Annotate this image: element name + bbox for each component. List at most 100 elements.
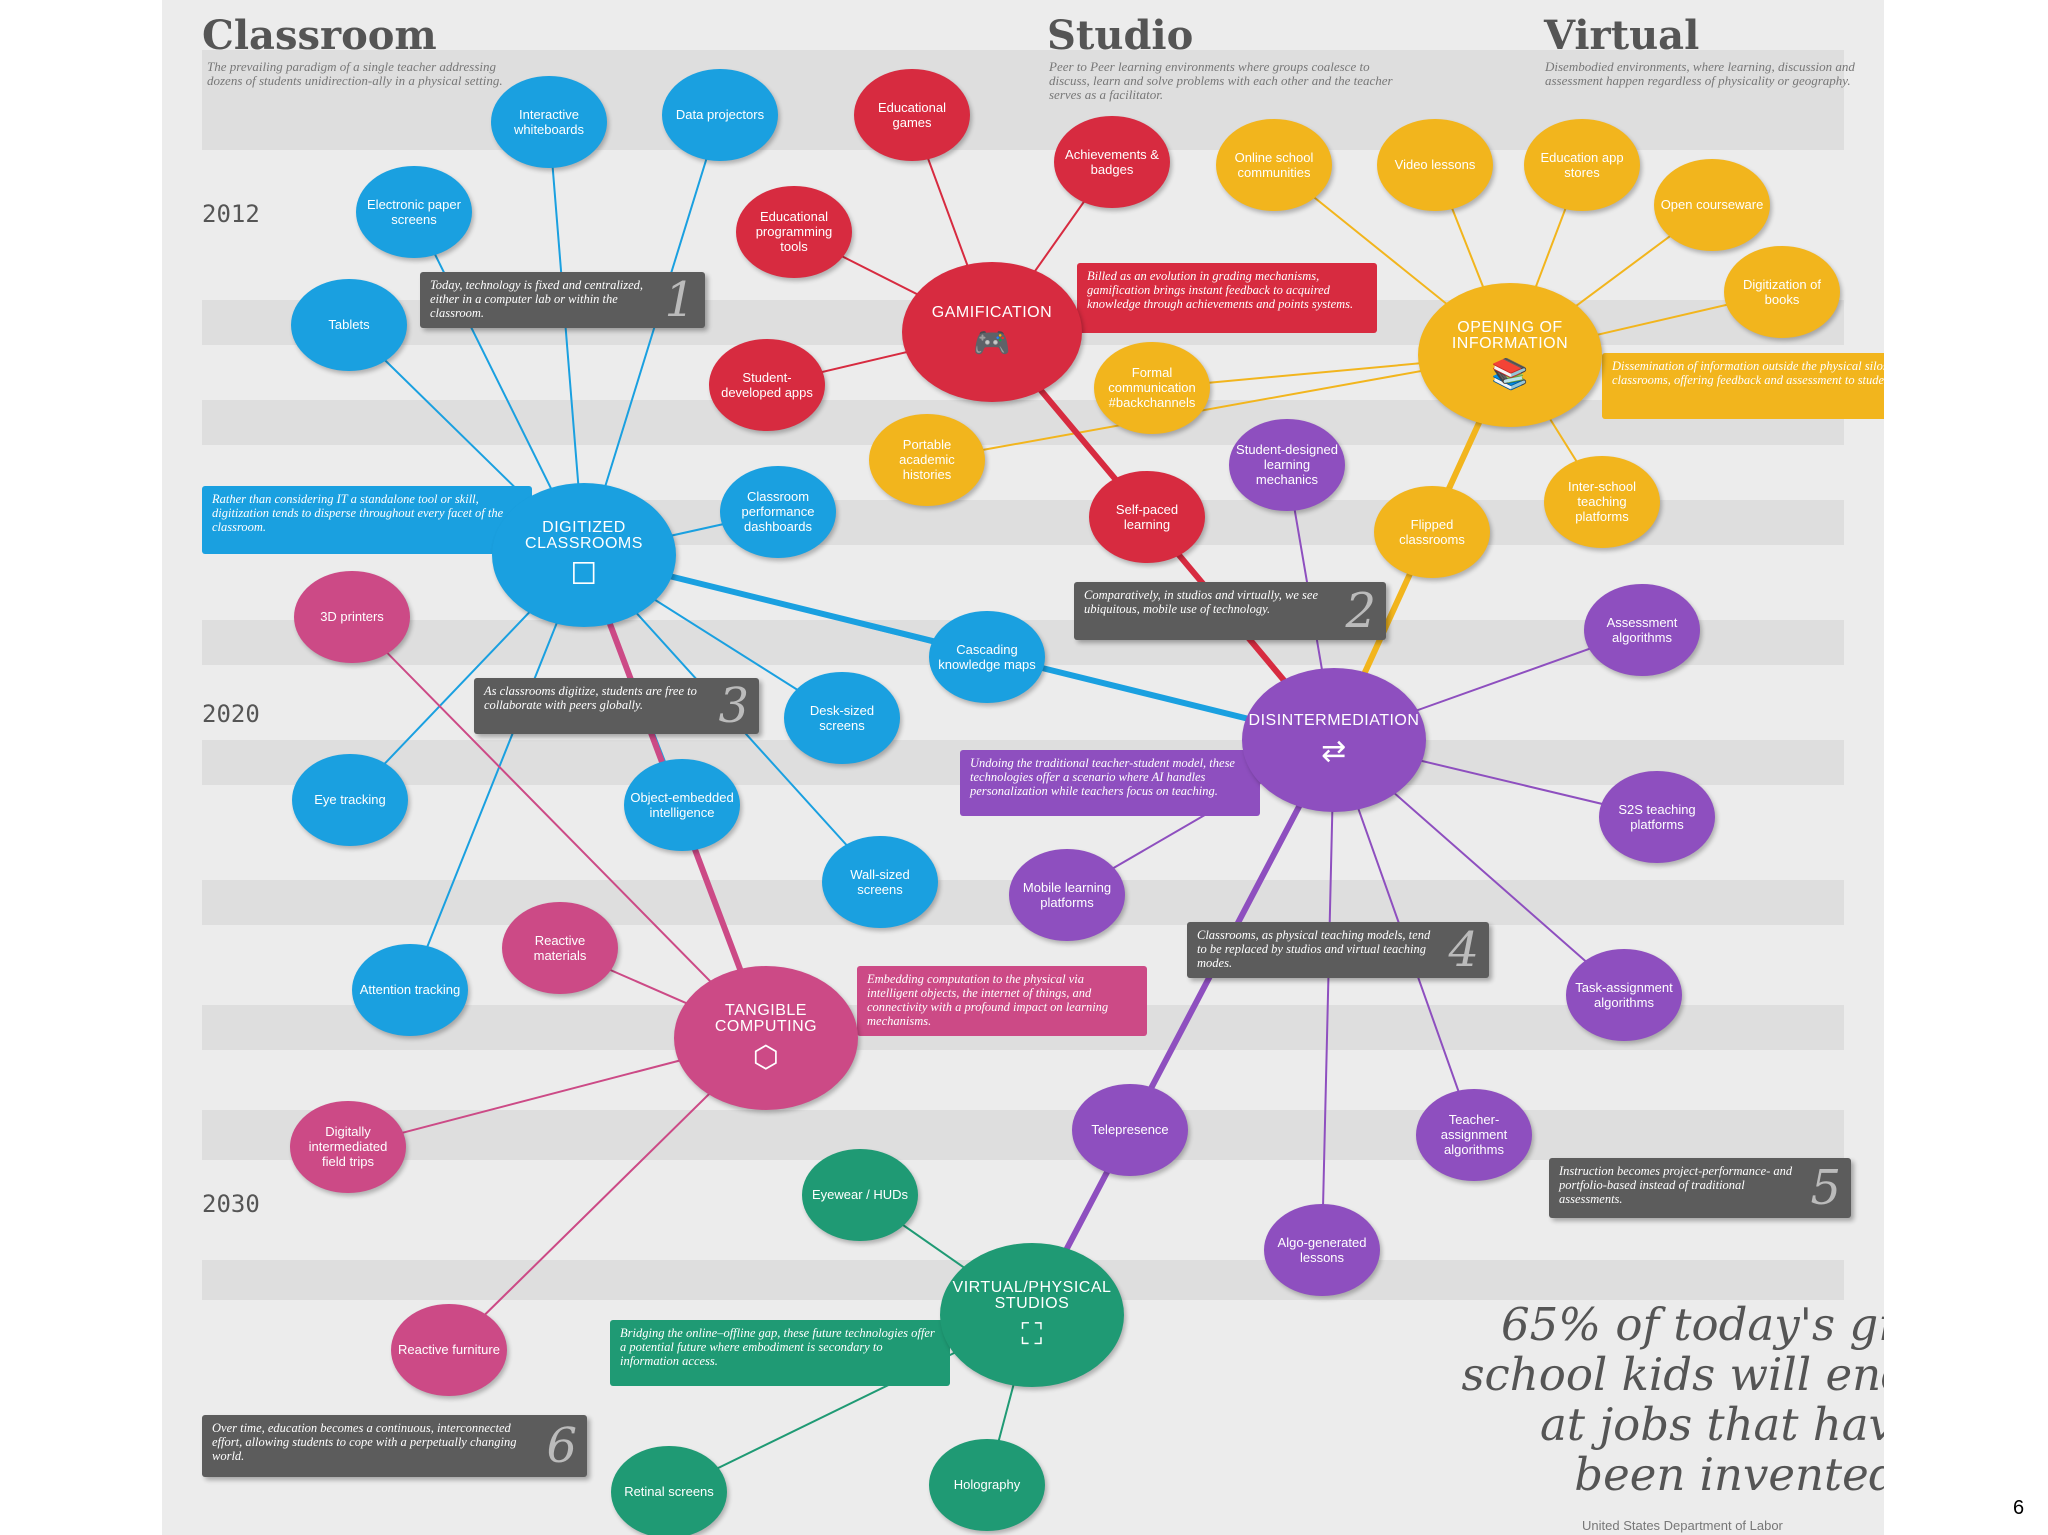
hub-digitized: DIGITIZED CLASSROOMS ☐	[491, 483, 677, 627]
node-interschool: Inter-school teaching platforms	[1544, 455, 1660, 549]
callout-text: Today, technology is fixed and centraliz…	[430, 278, 644, 320]
books-icon: 📚	[1491, 358, 1529, 391]
connector-iwb	[548, 121, 585, 556]
hub-tangible: TANGIBLE COMPUTING ⬡	[673, 966, 859, 1110]
callout-number: 3	[718, 678, 749, 734]
callout-number: 1	[664, 272, 695, 328]
quote: 65% of today's grade school kids will en…	[1222, 1300, 1884, 1500]
quote-line: school kids will end up	[1461, 1348, 1884, 1401]
node-s2s: S2S teaching platforms	[1599, 770, 1715, 864]
callout-ct: Embedding computation to the physical vi…	[857, 966, 1147, 1036]
callout-number: 2	[1345, 583, 1376, 639]
node-reactmat: Reactive materials	[502, 901, 618, 995]
connector-algo	[1321, 739, 1335, 1251]
hub-label: GAMIFICATION	[931, 304, 1053, 321]
year-label-2020: 2020	[202, 700, 260, 728]
connector-attention	[409, 554, 585, 991]
callout-text: Billed as an evolution in grading mechan…	[1087, 269, 1354, 311]
node-iwb: Interactive whiteboards	[491, 75, 607, 169]
node-onlinesc: Online school communities	[1216, 118, 1332, 212]
node-selfpaced: Self-paced learning	[1089, 470, 1205, 564]
node-epaper: Electronic paper screens	[356, 165, 472, 259]
callout-co: Dissemination of information outside the…	[1602, 353, 1884, 419]
node-flipped: Flipped classrooms	[1374, 485, 1490, 579]
callout-cd: Rather than considering IT a standalone …	[202, 486, 532, 554]
node-achieve: Achievements & badges	[1054, 115, 1170, 209]
connector-dataproj	[583, 114, 721, 556]
node-desk: Desk-sized screens	[784, 671, 900, 765]
node-appstores: Education app stores	[1524, 118, 1640, 212]
callout-c6: Over time, education becomes a continuou…	[202, 1415, 587, 1477]
node-reactfurn: Reactive furniture	[391, 1303, 507, 1397]
node-holo: Holography	[929, 1438, 1045, 1532]
callout-ci: Undoing the traditional teacher-student …	[960, 750, 1260, 816]
hub-gamification: GAMIFICATION 🎮	[902, 262, 1082, 402]
hub-disintermediation: DISINTERMEDIATION ⇄	[1241, 668, 1427, 812]
node-wall: Wall-sized screens	[822, 835, 938, 929]
callout-c2: Comparatively, in studios and virtually,…	[1074, 582, 1386, 640]
node-edgames: Educational games	[854, 68, 970, 162]
quote-line: 65% of today's grade	[1501, 1298, 1884, 1351]
connector-printers	[351, 616, 767, 1039]
callout-text: Classrooms, as physical teaching models,…	[1197, 928, 1431, 970]
quote-source: United States Department of Labor	[1582, 1518, 1783, 1533]
gamepad-icon: 🎮	[973, 327, 1011, 360]
node-sdlm: Student-designed learning mechanics	[1229, 418, 1345, 512]
node-tablets: Tablets	[291, 278, 407, 372]
node-eyewear: Eyewear / HUDs	[802, 1148, 918, 1242]
tablet-touch-icon: ☐	[570, 558, 598, 591]
year-label-2030: 2030	[202, 1190, 260, 1218]
callout-c1: Today, technology is fixed and centraliz…	[420, 272, 705, 328]
node-ckm: Cascading knowledge maps	[929, 610, 1045, 704]
quote-line: at jobs that haven’t	[1540, 1398, 1884, 1451]
column-title-studio: Studio	[1047, 12, 1194, 59]
hub-opening: OPENING OF INFORMATION 📚	[1417, 283, 1603, 427]
node-attention: Attention tracking	[352, 943, 468, 1037]
frame-icon: ⛶	[1021, 1318, 1043, 1351]
node-task: Task-assignment algorithms	[1566, 948, 1682, 1042]
node-algo: Algo-generated lessons	[1264, 1203, 1380, 1297]
callout-cg: Billed as an evolution in grading mechan…	[1077, 263, 1377, 333]
callout-c4: Classrooms, as physical teaching models,…	[1187, 922, 1489, 978]
callout-text: Over time, education becomes a continuou…	[212, 1421, 517, 1463]
hands-cube-icon: ⬡	[752, 1041, 780, 1074]
hub-label: DISINTERMEDIATION	[1248, 712, 1420, 729]
connector-portable	[926, 354, 1511, 461]
callout-number: 4	[1448, 922, 1479, 978]
node-formal: Formal communication #backchannels	[1094, 341, 1210, 435]
column-description-classroom: The prevailing paradigm of a single teac…	[207, 59, 503, 88]
callout-cv: Bridging the online–offline gap, these f…	[610, 1320, 950, 1386]
infographic-slide: Classroom The prevailing paradigm of a s…	[162, 0, 1884, 1535]
node-oei: Object-embedded intelligence	[624, 758, 740, 852]
node-printers: 3D printers	[294, 570, 410, 664]
node-telepres: Telepresence	[1072, 1083, 1188, 1177]
hub-label: OPENING OF INFORMATION	[1451, 319, 1569, 352]
callout-text: Rather than considering IT a standalone …	[212, 492, 504, 534]
node-edprog: Educational programming tools	[736, 185, 852, 279]
quote-line: been invented yet	[1574, 1448, 1884, 1501]
column-title-classroom: Classroom	[202, 12, 437, 59]
node-cpd: Classroom performance dashboards	[720, 465, 836, 559]
callout-text: As classrooms digitize, students are fre…	[484, 684, 697, 712]
column-description-virtual: Disembodied environments, where learning…	[1545, 59, 1855, 88]
node-digtrips: Digitally intermediated field trips	[290, 1100, 406, 1194]
node-video: Video lessons	[1377, 118, 1493, 212]
callout-c5: Instruction becomes project-performance-…	[1549, 1158, 1851, 1218]
hub-label: DIGITIZED CLASSROOMS	[525, 519, 643, 552]
hub-link-disintermediation-virtual	[1029, 737, 1337, 1318]
node-dataproj: Data projectors	[662, 68, 778, 162]
callout-text: Undoing the traditional teacher-student …	[970, 756, 1235, 798]
callout-number: 5	[1810, 1160, 1841, 1216]
hub-label: TANGIBLE COMPUTING	[714, 1002, 818, 1035]
node-studapps: Student-developed apps	[709, 338, 825, 432]
slide-number: 6	[2013, 1497, 2025, 1519]
column-title-virtual: Virtual	[1544, 12, 1700, 59]
node-eye: Eye tracking	[292, 753, 408, 847]
node-digbooks: Digitization of books	[1724, 245, 1840, 339]
background-band	[202, 1110, 1844, 1160]
node-opencw: Open courseware	[1654, 158, 1770, 252]
callout-text: Dissemination of information outside the…	[1612, 359, 1884, 387]
year-label-2012: 2012	[202, 200, 260, 228]
node-retinal: Retinal screens	[611, 1445, 727, 1535]
callout-c3: As classrooms digitize, students are fre…	[474, 678, 759, 734]
